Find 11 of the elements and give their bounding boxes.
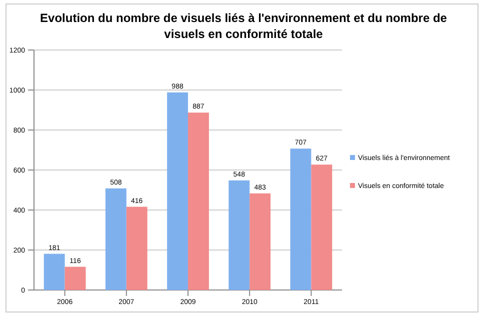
bar [126,206,148,290]
bar [188,112,209,290]
bar [105,188,126,290]
bar [290,148,312,290]
bar [250,193,271,290]
chart-title: Evolution du nombre de visuels liés à l'environnement et du nombre de visuels en conformité totale [40,11,448,41]
bar [311,164,332,290]
bar [64,266,86,290]
bar [44,254,65,290]
bar [167,92,188,290]
bar [228,180,250,290]
